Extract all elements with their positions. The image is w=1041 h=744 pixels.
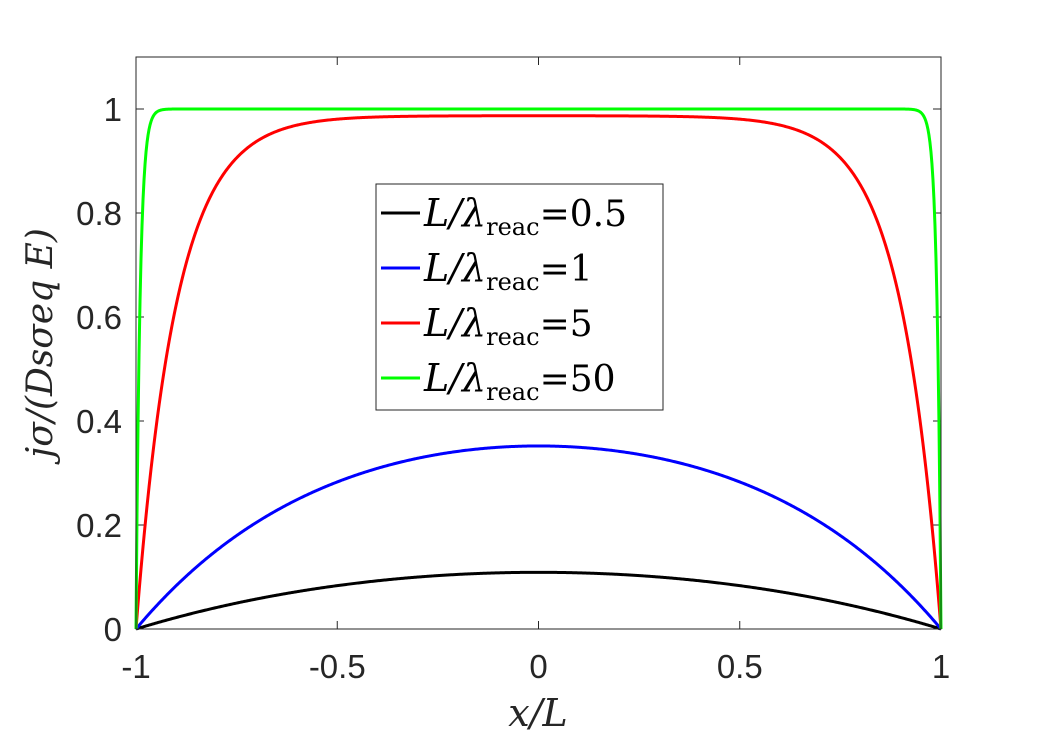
legend-label: L/λreac=50 [423, 356, 616, 406]
x-tick-label: 0.5 [717, 648, 763, 685]
legend: L/λreac=0.5L/λreac=1L/λreac=5L/λreac=50 [375, 183, 664, 411]
series-layer [134, 107, 943, 631]
y-tick-label: 0.2 [76, 507, 122, 544]
axes-box [135, 56, 942, 630]
y-tick-label: 1 [104, 91, 122, 128]
y-axis-ticks: 0 0.2 0.4 0.6 0.8 1 [76, 91, 941, 648]
y-tick-label: 0.8 [76, 195, 122, 232]
x-axis-label: x/L [508, 691, 567, 735]
x-tick-label: 0 [529, 648, 547, 685]
x-tick-label: 1 [932, 648, 950, 685]
y-tick-label: 0.4 [76, 403, 122, 440]
y-axis-label: jσ/(Dsσeq E) [20, 228, 61, 465]
y-tick-label: 0 [104, 611, 122, 648]
x-tick-label: -1 [121, 648, 150, 685]
series-line-50 [134, 107, 943, 630]
legend-box [375, 183, 664, 411]
legend-label: L/λreac=1 [423, 246, 593, 296]
series-line-1 [134, 444, 943, 630]
legend-label: L/λreac=0.5 [423, 191, 627, 241]
series-line-0-5 [135, 570, 942, 631]
legend-label: L/λreac=5 [423, 301, 593, 351]
y-tick-label: 0.6 [76, 299, 122, 336]
x-tick-label: -0.5 [309, 648, 366, 685]
series-line-5 [134, 114, 943, 630]
legend-entries: L/λreac=0.5L/λreac=1L/λreac=5L/λreac=50 [381, 191, 627, 406]
